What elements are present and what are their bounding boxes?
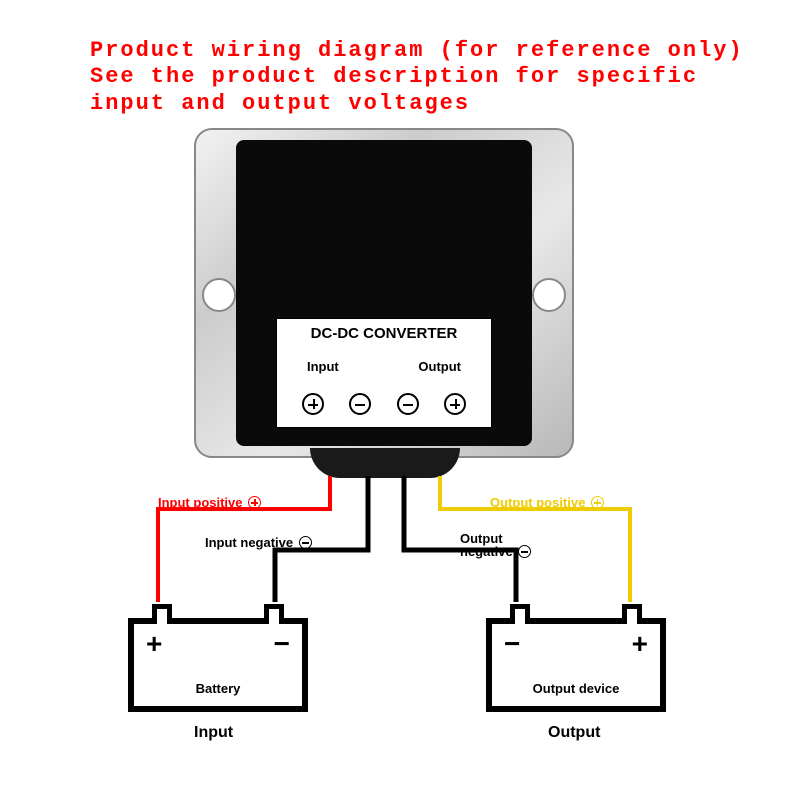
minus-icon	[299, 536, 312, 549]
plus-icon	[591, 496, 604, 509]
mount-hole-left	[202, 278, 236, 312]
label-input-positive: Input positive	[158, 495, 261, 510]
header-line1: Product wiring diagram (for reference on…	[90, 38, 744, 63]
converter-case: DC-DC CONVERTER Input Output	[194, 128, 574, 458]
converter-output-label: Output	[418, 359, 461, 374]
battery-plus-icon: +	[146, 628, 162, 660]
battery-box: + − Battery	[128, 618, 308, 712]
output-device-box: − + Output device	[486, 618, 666, 712]
terminal-input-plus-icon	[302, 393, 324, 415]
output-device-label: Output device	[492, 681, 660, 696]
header-text: Product wiring diagram (for reference on…	[90, 38, 744, 117]
terminal-output-plus-icon	[444, 393, 466, 415]
converter-input-label: Input	[307, 359, 339, 374]
converter-label-panel: DC-DC CONVERTER Input Output	[276, 318, 492, 428]
battery-terminal-minus	[264, 604, 284, 624]
label-input-negative: Input negative	[205, 535, 312, 550]
input-io-label: Input	[194, 724, 233, 742]
minus-icon	[518, 545, 531, 558]
device-terminal-minus	[510, 604, 530, 624]
battery-minus-icon: −	[274, 628, 290, 660]
header-line3: input and output voltages	[90, 91, 470, 116]
label-output-negative: Output negative	[460, 532, 531, 558]
battery-terminal-plus	[152, 604, 172, 624]
header-line2: See the product description for specific	[90, 64, 698, 89]
converter-face: DC-DC CONVERTER Input Output	[236, 140, 532, 446]
mount-hole-right	[532, 278, 566, 312]
strain-relief	[310, 448, 460, 478]
converter-title: DC-DC CONVERTER	[277, 325, 491, 342]
terminal-input-minus-icon	[349, 393, 371, 415]
label-output-positive: Output positive	[490, 495, 604, 510]
device-minus-icon: −	[504, 628, 520, 660]
plus-icon	[248, 496, 261, 509]
battery-label: Battery	[134, 681, 302, 696]
device-terminal-plus	[622, 604, 642, 624]
terminal-output-minus-icon	[397, 393, 419, 415]
device-plus-icon: +	[632, 628, 648, 660]
output-io-label: Output	[548, 724, 600, 742]
terminal-row	[277, 393, 491, 415]
